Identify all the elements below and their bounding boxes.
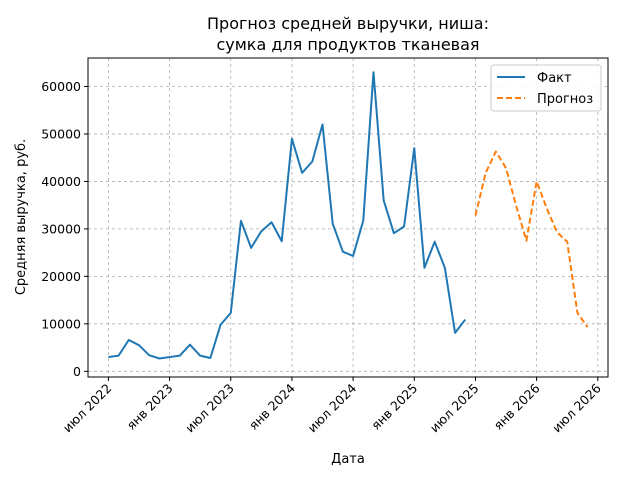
y-tick-label: 60000	[41, 79, 81, 94]
y-tick-label: 0	[73, 364, 81, 379]
series-lines	[108, 71, 589, 360]
plot-area-frame	[87, 57, 609, 378]
y-tick-label: 10000	[41, 316, 81, 331]
x-axis-label: Дата	[331, 452, 365, 467]
legend-label-forecast: Прогноз	[537, 92, 593, 107]
y-tick-label: 20000	[41, 269, 81, 284]
y-axis-label: Средняя выручка, руб.	[14, 139, 29, 295]
y-tick-label: 40000	[41, 174, 81, 189]
chart-title-line1: Прогноз средней выручки, ниша:	[207, 14, 489, 33]
legend-label-fact: Факт	[537, 71, 572, 86]
chart-title-line2: сумка для продуктов тканевая	[216, 35, 479, 54]
series-line-fact	[108, 71, 467, 360]
legend: Факт Прогноз	[490, 64, 602, 112]
y-tick-label: 50000	[41, 126, 81, 141]
y-tick-label: 30000	[41, 221, 81, 236]
series-line-forecast	[474, 150, 589, 328]
